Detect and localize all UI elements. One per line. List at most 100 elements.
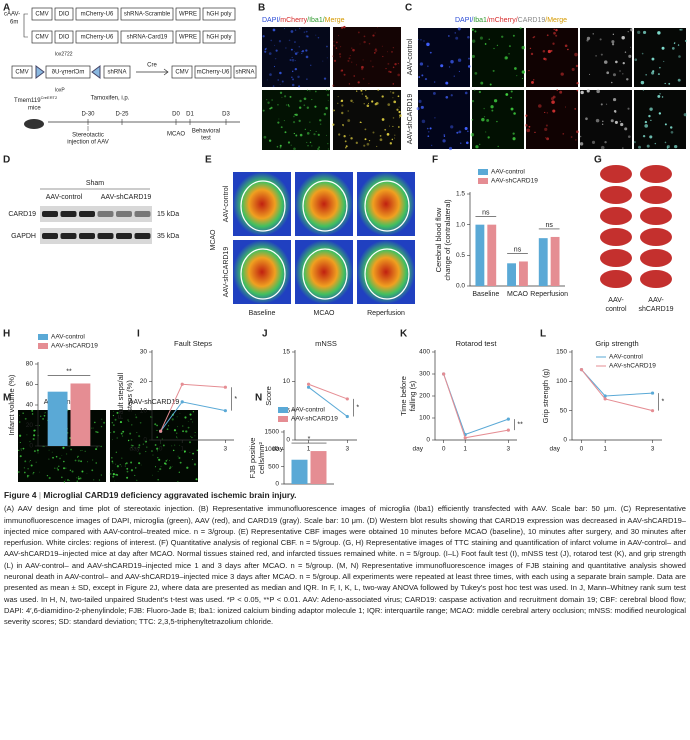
image-detail (42, 418, 44, 420)
y-axis-label: Fault steps/all (116, 373, 125, 420)
image-detail (564, 106, 567, 108)
x-axis-label: day (413, 446, 424, 453)
image-detail (111, 456, 113, 459)
image-detail (333, 44, 336, 47)
x-tick-label: 3 (507, 446, 511, 453)
image-detail (71, 470, 74, 473)
image-detail (121, 457, 123, 459)
image-detail (130, 469, 134, 472)
image-detail (31, 409, 34, 412)
image-detail (166, 459, 168, 461)
image-detail (284, 28, 285, 30)
y-axis-label: FJB positive (248, 438, 257, 479)
image-detail (81, 470, 84, 473)
image-detail (600, 103, 603, 106)
image-detail (297, 51, 299, 53)
image-detail (174, 444, 176, 446)
image-detail (135, 414, 136, 416)
image-detail (657, 73, 660, 76)
image-detail (654, 142, 657, 145)
image-detail (642, 30, 647, 35)
image-detail (319, 123, 322, 125)
chart-title: Fault Steps (174, 339, 212, 348)
row-label: AAV-control (407, 38, 414, 75)
image-detail (599, 38, 602, 41)
label: MCAO (210, 229, 217, 251)
image-detail (178, 457, 181, 460)
image-detail (317, 36, 320, 39)
image-detail (338, 35, 340, 37)
image-detail (612, 73, 616, 77)
image-detail (343, 25, 346, 29)
image-detail (399, 114, 402, 117)
image-detail (160, 465, 162, 467)
panel-label: E (205, 155, 212, 166)
image-detail (131, 424, 133, 426)
label: AAV-control (46, 194, 83, 201)
image-detail (130, 439, 133, 441)
image-detail (171, 418, 174, 421)
row-label: AAV-control (223, 185, 230, 222)
image-detail (136, 479, 138, 481)
image-detail (291, 56, 293, 58)
image-detail (267, 101, 270, 104)
construct-element: hGH poly (206, 35, 231, 41)
image-detail (112, 475, 115, 478)
image-detail (392, 97, 394, 99)
image-detail (84, 450, 86, 452)
image-detail (550, 97, 554, 101)
image-detail (192, 411, 195, 413)
label-part: CreERT2 (41, 95, 58, 100)
image-detail (545, 137, 547, 139)
image-detail (605, 103, 608, 105)
y-axis-label: Time before (399, 376, 408, 416)
image-detail (379, 135, 382, 137)
image-detail (194, 431, 196, 433)
image-detail (112, 470, 114, 472)
image-detail (683, 113, 687, 117)
image-detail (262, 109, 265, 112)
image-detail (269, 73, 272, 76)
image-detail (159, 443, 161, 444)
image-detail (624, 51, 627, 53)
image-detail (432, 92, 436, 95)
bar (538, 238, 548, 286)
image-detail (322, 60, 324, 62)
image-detail (306, 89, 309, 91)
image-detail (595, 55, 597, 57)
image-detail (347, 110, 349, 112)
image-detail (299, 133, 303, 137)
image-detail (424, 77, 428, 81)
image-detail (100, 445, 102, 448)
image-detail (447, 35, 450, 37)
image-detail (397, 73, 401, 77)
image-detail (392, 66, 395, 69)
image-detail (127, 419, 129, 421)
image-detail (59, 457, 61, 460)
image-detail (519, 27, 522, 30)
image-detail (306, 132, 310, 135)
image-detail (305, 49, 308, 52)
image-detail (287, 141, 291, 144)
construct-box (31, 7, 53, 21)
image-detail (288, 39, 291, 42)
panel-label: A (3, 3, 10, 14)
image-detail (46, 474, 49, 477)
image-detail (338, 53, 342, 56)
legend-label: AAV-control (609, 354, 643, 361)
image-detail (128, 420, 130, 422)
image-detail (62, 446, 65, 449)
image (333, 27, 401, 87)
image-detail (374, 49, 378, 53)
panel-label: H (3, 329, 10, 340)
y-axis-label: Cerebral blood flow (434, 207, 443, 272)
line (443, 373, 509, 439)
point (579, 368, 584, 372)
image-detail (580, 90, 584, 95)
image-detail (285, 47, 287, 49)
image-detail (290, 76, 293, 79)
label: test (201, 136, 211, 142)
image-detail (43, 414, 46, 417)
image-detail (443, 134, 446, 136)
construct-element: mCherry-U6 (81, 35, 114, 41)
